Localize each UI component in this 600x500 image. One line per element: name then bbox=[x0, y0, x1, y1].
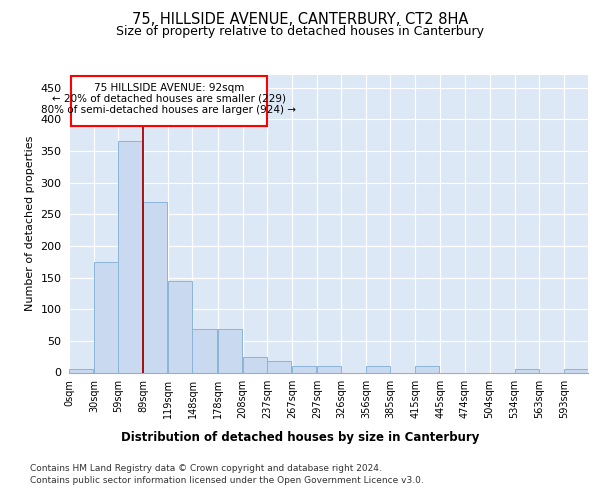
Bar bbox=[267, 361, 291, 372]
Bar bbox=[71, 76, 267, 126]
Text: ← 20% of detached houses are smaller (229): ← 20% of detached houses are smaller (22… bbox=[52, 94, 286, 104]
Text: Contains public sector information licensed under the Open Government Licence v3: Contains public sector information licen… bbox=[30, 476, 424, 485]
Bar bbox=[218, 330, 242, 372]
Text: 75 HILLSIDE AVENUE: 92sqm: 75 HILLSIDE AVENUE: 92sqm bbox=[94, 82, 244, 92]
Bar bbox=[366, 366, 390, 372]
Bar bbox=[69, 370, 93, 372]
Text: Contains HM Land Registry data © Crown copyright and database right 2024.: Contains HM Land Registry data © Crown c… bbox=[30, 464, 382, 473]
Text: 75, HILLSIDE AVENUE, CANTERBURY, CT2 8HA: 75, HILLSIDE AVENUE, CANTERBURY, CT2 8HA bbox=[132, 12, 468, 28]
Bar bbox=[242, 356, 267, 372]
Bar bbox=[415, 366, 439, 372]
Bar bbox=[168, 280, 193, 372]
Bar bbox=[515, 370, 539, 372]
Y-axis label: Number of detached properties: Number of detached properties bbox=[25, 136, 35, 312]
Bar bbox=[143, 202, 167, 372]
Text: 80% of semi-detached houses are larger (924) →: 80% of semi-detached houses are larger (… bbox=[41, 106, 296, 116]
Bar bbox=[118, 142, 142, 372]
Bar bbox=[193, 330, 217, 372]
Text: Distribution of detached houses by size in Canterbury: Distribution of detached houses by size … bbox=[121, 431, 479, 444]
Text: Size of property relative to detached houses in Canterbury: Size of property relative to detached ho… bbox=[116, 25, 484, 38]
Bar bbox=[317, 366, 341, 372]
Bar bbox=[292, 366, 316, 372]
Bar bbox=[564, 370, 588, 372]
Bar bbox=[94, 262, 118, 372]
